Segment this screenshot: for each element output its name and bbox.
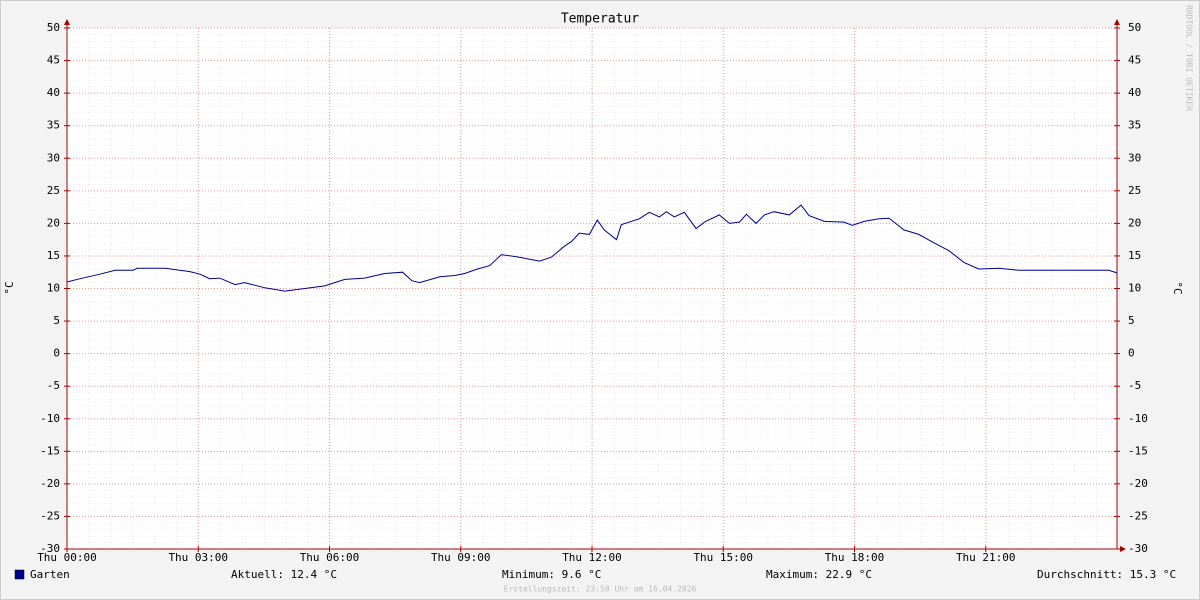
legend-swatch (14, 569, 25, 580)
y2-tick-label: 30 (1128, 151, 1141, 164)
y-tick-label: -30 (40, 542, 60, 555)
x-tick-label: Thu 21:00 (956, 551, 1016, 564)
chart-title: Temperatur (561, 12, 639, 27)
stat: Aktuell: 12.4 °C (231, 568, 337, 581)
y-tick-label: 10 (47, 282, 60, 295)
footer: Erstellungszeit: 23:58 Uhr am 16.04.2026 (504, 585, 697, 594)
y-tick-label: 15 (47, 249, 60, 262)
y2-tick-label: 10 (1128, 282, 1141, 295)
x-tick-label: Thu 00:00 (37, 551, 97, 564)
watermark: RRDTOOL / TOBI OETIKER (1185, 5, 1194, 111)
stat: Maximum: 22.9 °C (766, 568, 872, 581)
y-axis-label: °C (3, 281, 16, 294)
axis-arrow (1120, 546, 1126, 552)
y2-tick-label: 50 (1128, 21, 1141, 34)
legend-entry: Garten (30, 568, 70, 581)
x-tick-label: Thu 03:00 (168, 551, 228, 564)
y-tick-label: 40 (47, 86, 60, 99)
y2-tick-label: 25 (1128, 184, 1141, 197)
y-tick-label: -10 (40, 412, 60, 425)
y2-axis-label: °C (1171, 281, 1184, 294)
y-tick-label: 45 (47, 54, 60, 67)
x-tick-label: Thu 06:00 (300, 551, 360, 564)
y-tick-label: 30 (47, 151, 60, 164)
y-tick-label: -15 (40, 444, 60, 457)
y-tick-label: 5 (53, 314, 60, 327)
y-tick-label: -25 (40, 509, 60, 522)
y2-tick-label: 5 (1128, 314, 1135, 327)
line-series (66, 204, 1118, 292)
y2-tick-label: 15 (1128, 249, 1141, 262)
y-tick-label: -5 (47, 379, 60, 392)
y-tick-label: 35 (47, 119, 60, 132)
x-tick-label: Thu 12:00 (562, 551, 622, 564)
y2-tick-label: -25 (1128, 509, 1148, 522)
axis-arrow (1114, 19, 1120, 25)
y2-tick-label: -15 (1128, 444, 1148, 457)
y-tick-label: 20 (47, 216, 60, 229)
stat: Minimum: 9.6 °C (502, 568, 601, 581)
x-tick-label: Thu 15:00 (693, 551, 753, 564)
y2-tick-label: -20 (1128, 477, 1148, 490)
x-tick-label: Thu 09:00 (431, 551, 491, 564)
y2-tick-label: 35 (1128, 119, 1141, 132)
y-tick-label: 25 (47, 184, 60, 197)
y2-tick-label: 45 (1128, 54, 1141, 67)
y2-tick-label: -30 (1128, 542, 1148, 555)
y-tick-label: -20 (40, 477, 60, 490)
y-tick-label: 50 (47, 21, 60, 34)
y2-tick-label: 40 (1128, 86, 1141, 99)
y-tick-label: 0 (53, 347, 60, 360)
axis-arrow (64, 19, 70, 25)
stat: Durchschnitt: 15.3 °C (1037, 568, 1176, 581)
x-tick-label: Thu 18:00 (825, 551, 885, 564)
y2-tick-label: -5 (1128, 379, 1141, 392)
y2-tick-label: 20 (1128, 216, 1141, 229)
y2-tick-label: 0 (1128, 347, 1135, 360)
y2-tick-label: -10 (1128, 412, 1148, 425)
